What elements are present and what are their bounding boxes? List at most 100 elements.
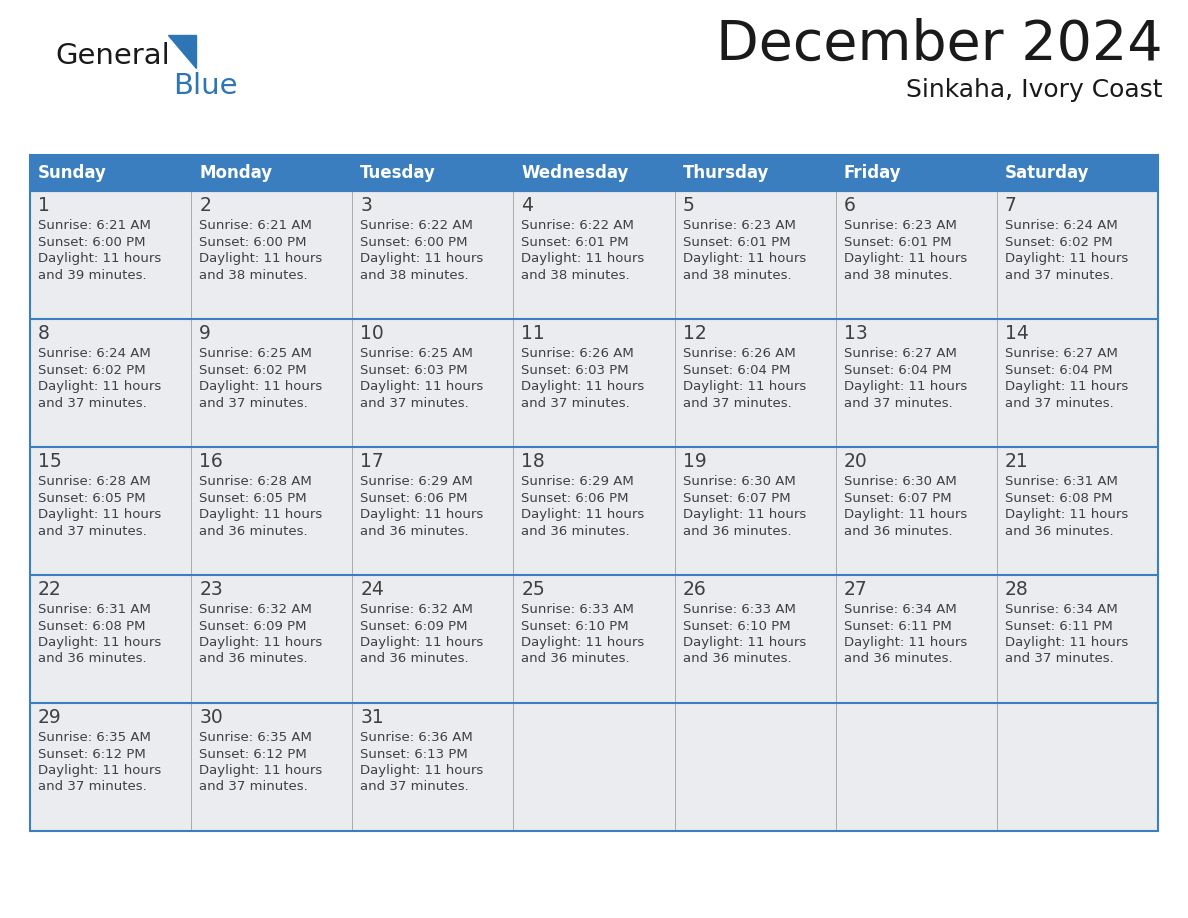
Bar	[513, 575, 675, 703]
Text: 26: 26	[683, 580, 707, 599]
Text: Sunset: 6:03 PM: Sunset: 6:03 PM	[522, 364, 630, 376]
Text: 29: 29	[38, 708, 62, 727]
Bar	[997, 575, 1158, 703]
Text: Daylight: 11 hours: Daylight: 11 hours	[843, 636, 967, 649]
Text: Daylight: 11 hours: Daylight: 11 hours	[38, 252, 162, 265]
Bar	[353, 155, 513, 191]
Text: Sunrise: 6:27 AM: Sunrise: 6:27 AM	[1005, 347, 1118, 360]
Text: Sunrise: 6:29 AM: Sunrise: 6:29 AM	[522, 475, 634, 488]
Bar	[191, 447, 353, 575]
Text: Sunset: 6:00 PM: Sunset: 6:00 PM	[200, 236, 307, 249]
Bar	[835, 191, 997, 319]
Text: 15: 15	[38, 452, 62, 471]
Text: Sunset: 6:04 PM: Sunset: 6:04 PM	[683, 364, 790, 376]
Text: Daylight: 11 hours: Daylight: 11 hours	[522, 252, 645, 265]
Text: and 37 minutes.: and 37 minutes.	[360, 397, 469, 409]
Text: 20: 20	[843, 452, 867, 471]
Text: Sunset: 6:06 PM: Sunset: 6:06 PM	[522, 491, 628, 505]
Text: Sunset: 6:01 PM: Sunset: 6:01 PM	[843, 236, 952, 249]
Text: 31: 31	[360, 708, 384, 727]
Text: 21: 21	[1005, 452, 1029, 471]
Text: Daylight: 11 hours: Daylight: 11 hours	[200, 508, 322, 521]
Text: Sunrise: 6:26 AM: Sunrise: 6:26 AM	[522, 347, 634, 360]
Text: Sunset: 6:10 PM: Sunset: 6:10 PM	[522, 620, 630, 633]
Bar	[513, 191, 675, 319]
Text: Daylight: 11 hours: Daylight: 11 hours	[360, 636, 484, 649]
Text: and 36 minutes.: and 36 minutes.	[843, 653, 953, 666]
Bar	[675, 319, 835, 447]
Text: Sunset: 6:03 PM: Sunset: 6:03 PM	[360, 364, 468, 376]
Text: Sunrise: 6:23 AM: Sunrise: 6:23 AM	[843, 219, 956, 232]
Text: Sunrise: 6:35 AM: Sunrise: 6:35 AM	[200, 731, 312, 744]
Bar	[353, 703, 513, 831]
Bar	[675, 447, 835, 575]
Text: 27: 27	[843, 580, 867, 599]
Text: Sunrise: 6:25 AM: Sunrise: 6:25 AM	[200, 347, 312, 360]
Text: 5: 5	[683, 196, 695, 215]
Text: and 37 minutes.: and 37 minutes.	[1005, 268, 1113, 282]
Text: Sunset: 6:09 PM: Sunset: 6:09 PM	[200, 620, 307, 633]
Text: Blue: Blue	[173, 72, 238, 100]
Text: Daylight: 11 hours: Daylight: 11 hours	[360, 764, 484, 777]
Text: 25: 25	[522, 580, 545, 599]
Text: Daylight: 11 hours: Daylight: 11 hours	[38, 508, 162, 521]
Text: Sunrise: 6:23 AM: Sunrise: 6:23 AM	[683, 219, 796, 232]
Text: and 37 minutes.: and 37 minutes.	[843, 397, 953, 409]
Bar	[513, 447, 675, 575]
Text: and 36 minutes.: and 36 minutes.	[683, 524, 791, 538]
Text: and 36 minutes.: and 36 minutes.	[1005, 524, 1113, 538]
Text: and 37 minutes.: and 37 minutes.	[683, 397, 791, 409]
Text: and 38 minutes.: and 38 minutes.	[522, 268, 630, 282]
Text: and 38 minutes.: and 38 minutes.	[360, 268, 469, 282]
Text: Daylight: 11 hours: Daylight: 11 hours	[200, 252, 322, 265]
Text: Sunrise: 6:33 AM: Sunrise: 6:33 AM	[683, 603, 796, 616]
Text: Sunrise: 6:30 AM: Sunrise: 6:30 AM	[843, 475, 956, 488]
Text: Sunset: 6:06 PM: Sunset: 6:06 PM	[360, 491, 468, 505]
Text: Sunset: 6:10 PM: Sunset: 6:10 PM	[683, 620, 790, 633]
Text: Sunset: 6:05 PM: Sunset: 6:05 PM	[200, 491, 307, 505]
Polygon shape	[168, 35, 196, 68]
Text: Monday: Monday	[200, 164, 272, 182]
Text: and 36 minutes.: and 36 minutes.	[360, 653, 469, 666]
Text: and 37 minutes.: and 37 minutes.	[522, 397, 630, 409]
Text: 6: 6	[843, 196, 855, 215]
Bar	[513, 155, 675, 191]
Bar	[997, 447, 1158, 575]
Text: Daylight: 11 hours: Daylight: 11 hours	[843, 380, 967, 393]
Text: Sunset: 6:04 PM: Sunset: 6:04 PM	[843, 364, 952, 376]
Text: Daylight: 11 hours: Daylight: 11 hours	[200, 636, 322, 649]
Bar	[675, 155, 835, 191]
Text: Daylight: 11 hours: Daylight: 11 hours	[360, 508, 484, 521]
Text: 24: 24	[360, 580, 384, 599]
Text: Sunrise: 6:30 AM: Sunrise: 6:30 AM	[683, 475, 795, 488]
Text: Saturday: Saturday	[1005, 164, 1089, 182]
Text: 2: 2	[200, 196, 211, 215]
Bar	[835, 319, 997, 447]
Text: Thursday: Thursday	[683, 164, 769, 182]
Text: and 39 minutes.: and 39 minutes.	[38, 268, 146, 282]
Bar	[675, 191, 835, 319]
Text: 23: 23	[200, 580, 223, 599]
Text: Daylight: 11 hours: Daylight: 11 hours	[683, 636, 805, 649]
Text: and 37 minutes.: and 37 minutes.	[38, 397, 147, 409]
Bar	[997, 703, 1158, 831]
Text: Daylight: 11 hours: Daylight: 11 hours	[522, 508, 645, 521]
Bar	[997, 155, 1158, 191]
Text: and 36 minutes.: and 36 minutes.	[843, 524, 953, 538]
Bar	[30, 575, 191, 703]
Text: Daylight: 11 hours: Daylight: 11 hours	[1005, 636, 1129, 649]
Text: Wednesday: Wednesday	[522, 164, 628, 182]
Text: Sunrise: 6:22 AM: Sunrise: 6:22 AM	[522, 219, 634, 232]
Text: and 36 minutes.: and 36 minutes.	[522, 653, 630, 666]
Bar	[353, 447, 513, 575]
Text: Sunrise: 6:31 AM: Sunrise: 6:31 AM	[38, 603, 151, 616]
Text: 7: 7	[1005, 196, 1017, 215]
Bar	[835, 703, 997, 831]
Text: Sunrise: 6:28 AM: Sunrise: 6:28 AM	[38, 475, 151, 488]
Text: Sunrise: 6:32 AM: Sunrise: 6:32 AM	[360, 603, 473, 616]
Text: Sunrise: 6:32 AM: Sunrise: 6:32 AM	[200, 603, 312, 616]
Text: Sunrise: 6:27 AM: Sunrise: 6:27 AM	[843, 347, 956, 360]
Text: and 36 minutes.: and 36 minutes.	[38, 653, 146, 666]
Text: Sunset: 6:13 PM: Sunset: 6:13 PM	[360, 747, 468, 760]
Text: Daylight: 11 hours: Daylight: 11 hours	[1005, 252, 1129, 265]
